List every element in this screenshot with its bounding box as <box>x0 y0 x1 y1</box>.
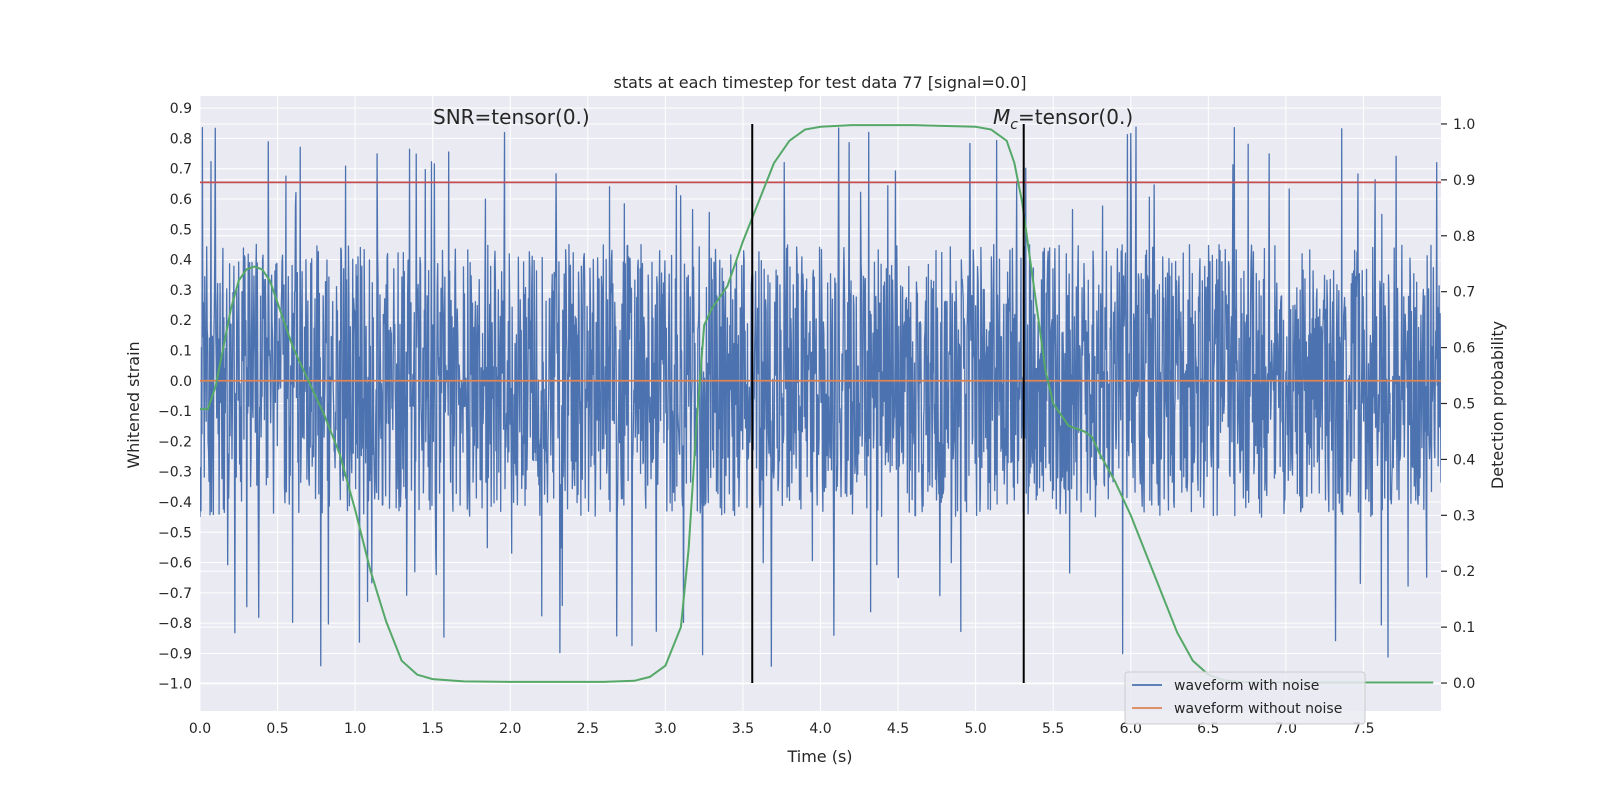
x-tick-label: 4.5 <box>887 721 909 737</box>
y-tick-label: 0.9 <box>170 101 192 117</box>
y-axis-label: Whitened strain <box>124 341 143 468</box>
y-tick-label: 0.3 <box>170 283 192 299</box>
y-tick-label: 0.2 <box>170 313 192 329</box>
x-tick-label: 7.0 <box>1275 721 1297 737</box>
x-tick-label: 3.0 <box>654 721 676 737</box>
x-tick-label: 5.5 <box>1042 721 1064 737</box>
x-tick-label: 1.5 <box>422 721 444 737</box>
event-vlines <box>751 123 1025 684</box>
detection-probability-line <box>200 124 1434 684</box>
y-tick-label: 0.7 <box>170 162 192 178</box>
y-tick-label: −0.3 <box>158 465 192 481</box>
plot-content <box>200 123 1441 684</box>
x-tick-label: 0.5 <box>266 721 288 737</box>
mc-subscript: c <box>1010 117 1018 133</box>
legend-label-clean: waveform without noise <box>1174 701 1342 717</box>
x-tick-label: 6.0 <box>1120 721 1142 737</box>
legend: waveform with noise waveform without noi… <box>1124 671 1366 725</box>
y2-tick-label: 0.0 <box>1453 676 1475 692</box>
x-tick-label: 7.5 <box>1352 721 1374 737</box>
series-waveform-with-noise <box>200 126 1441 667</box>
x-tick-label: 4.0 <box>809 721 831 737</box>
y-tick-label: −0.7 <box>158 586 192 602</box>
snr-annotation: SNR=tensor(0.) <box>433 105 590 129</box>
chart-title: stats at each timestep for test data 77 … <box>614 73 1027 92</box>
y2-tick-label: 0.2 <box>1453 564 1475 580</box>
y2-tick-label: 0.4 <box>1453 452 1475 468</box>
x-axis-label: Time (s) <box>786 747 852 766</box>
y2-axis-ticks: 1.0 0.9 0.8 0.7 0.6 0.5 0.4 0.3 0.2 0.1 0.0 <box>1441 117 1475 692</box>
y-tick-label: −0.1 <box>158 404 192 420</box>
y-tick-label: 0.6 <box>170 192 192 208</box>
x-tick-label: 0.0 <box>189 721 211 737</box>
y2-tick-label: 0.9 <box>1453 173 1475 189</box>
mc-value: =tensor(0.) <box>1018 105 1133 129</box>
y2-tick-label: 0.1 <box>1453 620 1475 636</box>
y-tick-label: 0.5 <box>170 222 192 238</box>
x-axis-ticks: 0.0 0.5 1.0 1.5 2.0 2.5 3.0 3.5 4.0 4.5 5.0 5.5 6.0 6… <box>189 721 1375 737</box>
y2-axis-label: Detection probability <box>1488 321 1507 489</box>
x-tick-label: 5.0 <box>964 721 986 737</box>
y-tick-label: −0.8 <box>158 616 192 632</box>
y-tick-label: −0.9 <box>158 646 192 662</box>
y2-tick-label: 1.0 <box>1453 117 1475 133</box>
x-tick-label: 6.5 <box>1197 721 1219 737</box>
legend-box <box>1124 671 1366 725</box>
y-tick-label: −0.4 <box>158 495 192 511</box>
y-tick-label: 0.8 <box>170 131 192 147</box>
x-tick-label: 1.0 <box>344 721 366 737</box>
y2-tick-label: 0.7 <box>1453 285 1475 301</box>
y2-tick-label: 0.6 <box>1453 341 1475 357</box>
y-tick-label: −0.6 <box>158 556 192 572</box>
y-axis-ticks: 0.9 0.8 0.7 0.6 0.5 0.4 0.3 0.2 0.1 0.0 −0.1 −0.2 −0… <box>158 101 192 693</box>
y-tick-label: −0.2 <box>158 434 192 450</box>
x-tick-label: 2.0 <box>499 721 521 737</box>
series-detection-probability <box>200 124 1434 684</box>
y-tick-label: 0.1 <box>170 343 192 359</box>
y2-tick-label: 0.3 <box>1453 508 1475 524</box>
x-tick-label: 2.5 <box>577 721 599 737</box>
y2-tick-label: 0.8 <box>1453 229 1475 245</box>
x-tick-label: 3.5 <box>732 721 754 737</box>
mc-symbol: M <box>993 105 1010 129</box>
y-tick-label: 0.0 <box>170 374 192 390</box>
y-tick-label: 0.4 <box>170 253 192 269</box>
legend-label-noise: waveform with noise <box>1174 678 1319 694</box>
y-tick-label: −1.0 <box>158 677 192 693</box>
y2-tick-label: 0.5 <box>1453 397 1475 413</box>
mc-annotation: Mc=tensor(0.) <box>993 105 1133 133</box>
y-tick-label: −0.5 <box>158 525 192 541</box>
waveform-with-noise-line <box>200 126 1441 667</box>
